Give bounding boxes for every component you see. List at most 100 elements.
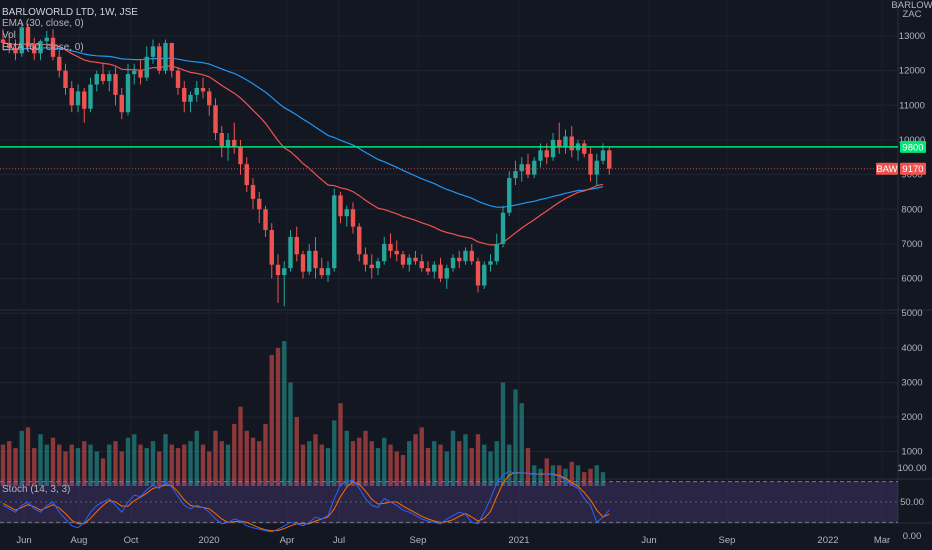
ema60-legend[interactable]: EMA (60, close, 0) — [2, 42, 84, 54]
volume-bar — [400, 454, 406, 486]
candle-body — [13, 48, 18, 54]
time-tick-label: Aug — [71, 535, 88, 546]
candle-body — [307, 250, 312, 272]
volume-bar — [132, 434, 137, 486]
stoch-legend[interactable]: Stoch (14, 3, 3) — [2, 484, 70, 496]
volume-bar — [175, 448, 181, 486]
candle-body — [513, 171, 518, 179]
volume-bar — [100, 458, 106, 486]
volume-bar — [275, 348, 281, 486]
price-tick-label: 7000 — [901, 239, 922, 250]
volume-bar — [325, 448, 331, 486]
volume-bar — [500, 382, 506, 486]
candle-body — [132, 70, 137, 75]
volume-bar — [257, 441, 262, 486]
volume-bar — [113, 441, 118, 486]
volume-bar — [563, 468, 568, 486]
volume-bar — [532, 465, 537, 486]
volume-bar — [363, 430, 368, 486]
ema30-legend[interactable]: EMA (30, close, 0) — [2, 18, 84, 30]
volume-bar — [375, 448, 381, 486]
symbol-legend[interactable]: BARLOWORLD LTD, 1W, JSE — [2, 7, 138, 19]
volume-bar — [182, 444, 187, 486]
volume-bars — [0, 341, 606, 486]
volume-bar — [232, 423, 237, 486]
candle-body — [144, 56, 149, 78]
volume-bar — [200, 444, 206, 486]
volume-bar — [488, 451, 493, 486]
candle-body — [75, 91, 81, 106]
volume-bar — [600, 472, 606, 486]
volume-bar — [569, 461, 574, 486]
volume-bar — [344, 430, 349, 486]
candle-body — [544, 150, 549, 158]
candle-body — [507, 178, 512, 213]
volume-bar — [194, 430, 199, 486]
candle-body — [444, 268, 449, 279]
candle-body — [525, 164, 531, 175]
volume-bar — [588, 468, 593, 486]
candle-body — [257, 198, 262, 210]
vol-legend[interactable]: Vol — [2, 30, 16, 42]
candle-body — [582, 143, 587, 154]
price-candles — [0, 22, 612, 307]
volume-bar — [407, 441, 412, 486]
candle-body — [288, 236, 293, 269]
candle-body — [163, 42, 168, 71]
candle-body — [275, 264, 281, 276]
volume-bar — [432, 441, 437, 486]
candle-body — [225, 139, 231, 147]
candle-body — [313, 250, 318, 269]
volume-bar — [263, 423, 268, 486]
candle-body — [269, 230, 274, 265]
candle-body — [550, 139, 556, 158]
volume-bar — [25, 427, 31, 486]
volume-bar — [75, 448, 81, 486]
candle-body — [125, 74, 131, 113]
candle-body — [213, 105, 218, 134]
time-tick-label: Sep — [719, 535, 736, 546]
candle-body — [538, 150, 543, 161]
volume-bar — [519, 403, 524, 486]
stoch-tick-label: 0.00 — [903, 531, 922, 542]
candle-body — [600, 150, 606, 161]
volume-bar — [382, 437, 387, 486]
volume-bar — [150, 441, 156, 486]
candle-body — [344, 209, 349, 217]
volume-bar — [219, 441, 224, 486]
volume-bar — [88, 444, 93, 486]
volume-bar — [169, 444, 174, 486]
volume-bar — [157, 451, 162, 486]
price-tags: 9800 BAW 9170 — [876, 140, 926, 175]
price-tick-label: 10000 — [899, 135, 925, 146]
candle-body — [38, 41, 43, 54]
candle-body — [207, 91, 212, 106]
volume-bar — [463, 434, 468, 486]
stoch-tick-label: 100.00 — [897, 463, 926, 474]
candle-body — [563, 136, 568, 147]
candle-body — [588, 153, 593, 175]
stoch-tick-label: 50.00 — [900, 497, 924, 508]
volume-bar — [63, 451, 68, 486]
ticker-tag — [876, 162, 898, 175]
candle-body — [438, 264, 443, 279]
volume-bar — [550, 465, 556, 486]
candle-body — [382, 243, 387, 262]
volume-bar — [57, 444, 62, 486]
candle-body — [19, 27, 24, 54]
ema-lines — [2, 42, 604, 246]
candle-body — [457, 257, 462, 262]
volume-bar — [32, 448, 37, 486]
volume-bar — [0, 444, 6, 486]
candle-body — [369, 264, 374, 269]
candle-body — [325, 268, 331, 276]
candle-body — [169, 42, 174, 71]
candle-body — [88, 84, 93, 109]
candle-body — [388, 243, 393, 251]
volume-bar — [288, 382, 293, 486]
time-tick-label: Jun — [16, 535, 31, 546]
candle-body — [488, 261, 493, 265]
candle-body — [319, 268, 324, 276]
volume-bar — [307, 441, 312, 486]
